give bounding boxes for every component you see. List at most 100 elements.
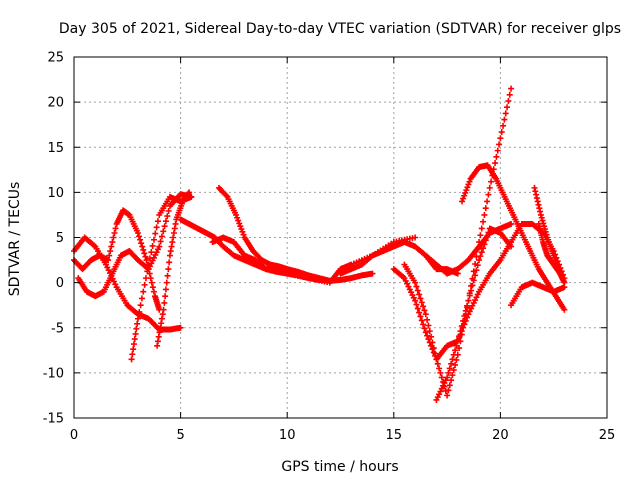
- data-point: [138, 295, 145, 302]
- data-point: [111, 229, 118, 236]
- x-tick-label: 0: [70, 428, 78, 443]
- x-axis-label: GPS time / hours: [281, 459, 398, 475]
- data-point: [161, 299, 168, 306]
- data-point: [138, 240, 145, 247]
- data-point: [137, 236, 144, 243]
- data-point: [416, 291, 423, 298]
- data-point: [412, 297, 419, 304]
- y-tick-label: -5: [51, 321, 64, 336]
- data-point: [480, 245, 487, 252]
- data-point: [430, 345, 437, 352]
- data-point: [425, 322, 432, 329]
- data-point: [484, 233, 491, 240]
- data-point: [449, 356, 456, 363]
- data-point: [150, 288, 157, 295]
- data-point: [444, 374, 451, 381]
- data-point: [454, 338, 461, 345]
- data-point: [160, 228, 167, 235]
- x-tick-label: 15: [386, 428, 403, 443]
- data-point: [449, 372, 456, 379]
- data-point: [482, 205, 489, 212]
- data-point: [188, 193, 195, 200]
- data-point: [474, 262, 481, 269]
- data-point: [238, 226, 245, 233]
- data-point: [485, 229, 492, 236]
- data-point: [450, 367, 457, 374]
- data-point: [438, 374, 445, 381]
- data-point: [500, 122, 507, 129]
- data-point: [424, 332, 431, 339]
- series-sat-m: [459, 162, 568, 313]
- data-point: [428, 333, 435, 340]
- series-sat-d: [128, 193, 195, 363]
- data-point: [132, 330, 139, 337]
- data-point: [158, 233, 165, 240]
- y-tick-label: 5: [56, 231, 64, 246]
- data-point: [464, 302, 471, 309]
- data-point: [508, 243, 515, 250]
- data-point: [450, 351, 457, 358]
- data-point: [417, 313, 424, 320]
- data-point: [432, 350, 439, 357]
- data-point: [493, 153, 500, 160]
- data-point: [177, 324, 184, 331]
- data-point: [464, 184, 471, 191]
- data-point: [422, 311, 429, 318]
- data-point: [452, 361, 459, 368]
- data-point: [110, 234, 117, 241]
- data-point: [459, 198, 466, 205]
- y-tick-label: -15: [43, 412, 64, 427]
- data-point: [465, 181, 472, 188]
- data-point: [163, 279, 170, 286]
- data-point: [142, 253, 149, 260]
- data-point: [133, 325, 140, 332]
- data-point: [484, 198, 491, 205]
- data-point: [561, 306, 568, 313]
- data-point: [434, 360, 441, 367]
- data-point: [469, 282, 476, 289]
- data-point: [478, 249, 485, 256]
- data-point: [223, 192, 230, 199]
- data-point: [129, 351, 136, 358]
- data-point: [421, 325, 428, 332]
- data-point: [412, 234, 419, 241]
- data-point: [141, 250, 148, 257]
- data-point: [165, 266, 172, 273]
- data-point: [448, 377, 455, 384]
- series-sat-q: [422, 252, 461, 277]
- data-point: [508, 220, 515, 227]
- data-point: [461, 312, 468, 319]
- data-point: [453, 342, 460, 349]
- data-point: [414, 305, 421, 312]
- data-point: [134, 315, 141, 322]
- data-point: [152, 230, 159, 237]
- data-point: [492, 160, 499, 167]
- series-sat-e: [154, 189, 193, 349]
- data-point: [137, 302, 144, 309]
- data-point: [446, 382, 453, 389]
- data-point: [420, 303, 427, 310]
- data-point: [470, 277, 477, 284]
- data-point: [429, 339, 436, 346]
- data-point: [140, 246, 147, 253]
- y-tick-label: 15: [47, 141, 64, 156]
- data-point: [462, 189, 469, 196]
- data-point: [460, 195, 467, 202]
- data-point: [162, 218, 169, 225]
- data-point: [136, 233, 143, 240]
- data-point: [446, 365, 453, 372]
- x-tick-label: 5: [176, 428, 184, 443]
- data-point: [474, 246, 481, 253]
- data-point: [422, 329, 429, 336]
- data-point: [444, 392, 451, 399]
- data-point: [162, 293, 169, 300]
- data-point: [502, 110, 509, 117]
- series-sat-n: [508, 279, 568, 309]
- data-point: [134, 320, 141, 327]
- data-point: [417, 295, 424, 302]
- y-tick-label: -10: [43, 366, 64, 381]
- data-point: [421, 307, 428, 314]
- data-point: [445, 369, 452, 376]
- data-point: [150, 236, 157, 243]
